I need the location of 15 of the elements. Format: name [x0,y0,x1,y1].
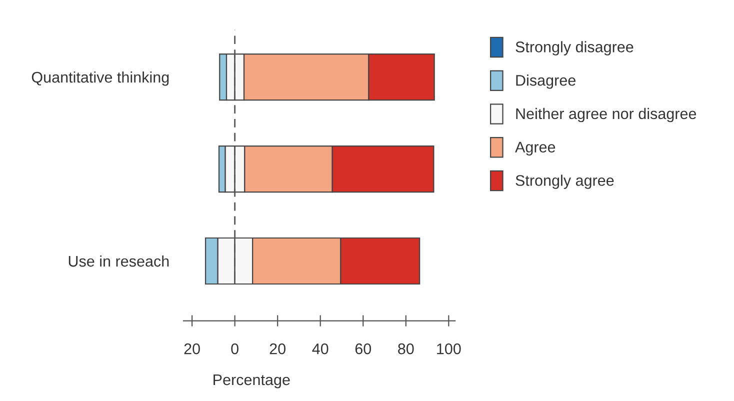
x-axis-title: Percentage [214,374,290,388]
y-tick-label: Use in reseach [68,255,169,267]
x-tick-label: 60 [355,343,372,354]
x-tick-label: 20 [270,343,286,354]
legend-label: Disagree [516,74,576,89]
legend-label: Agree [515,142,556,156]
x-tick-label: 20 [184,343,200,354]
legend-label: Strongly agree [516,174,614,189]
legend-label: Neither agree nor disagree [516,108,696,122]
legend-label: Strongly disagree [516,41,634,56]
x-tick-label: 80 [398,343,414,354]
y-tick-label: Quantitative thinking [32,71,169,86]
x-tick-label: 100 [437,343,461,354]
x-tick-label: 40 [312,343,328,354]
x-tick-label: 0 [231,343,238,354]
